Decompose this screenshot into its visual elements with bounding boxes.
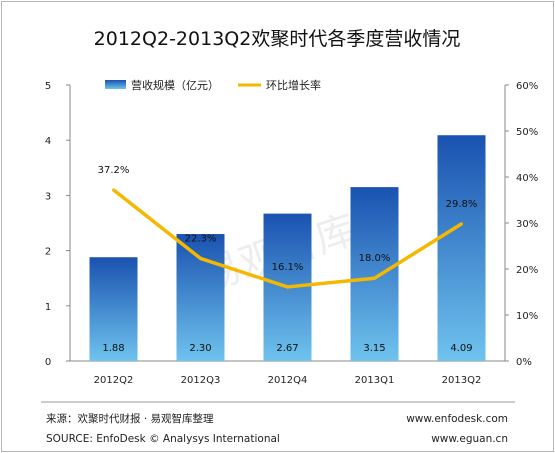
y2-tick-label: 30%	[516, 219, 538, 230]
bar-value-label: 2.67	[276, 343, 298, 354]
source-cn: 来源：欢聚时代财报 · 易观智库整理	[46, 412, 214, 425]
bar-value-label: 2.30	[189, 343, 211, 354]
chart-title: 2012Q2-2013Q2欢聚时代各季度营收情况	[94, 28, 461, 50]
growth-point-2013Q2	[460, 222, 463, 226]
source-en: SOURCE: EnfoDesk © Analysys Internationa…	[46, 433, 280, 445]
bar-value-label: 1.88	[102, 343, 124, 354]
y2-tick-label: 10%	[516, 311, 538, 322]
growth-value-label: 18.0%	[359, 253, 391, 264]
x-tick-label: 2013Q1	[355, 375, 395, 386]
growth-point-2013Q1	[373, 276, 376, 280]
bar-2013Q2	[437, 135, 486, 361]
y2-tick-label: 50%	[516, 127, 538, 138]
legend-swatch-revenue	[105, 80, 126, 89]
bar-2013Q1	[350, 187, 399, 361]
x-tick-label: 2012Q2	[94, 375, 134, 386]
url-enfodesk: www.enfodesk.com	[406, 413, 508, 425]
y-tick-label: 4	[45, 136, 51, 147]
x-tick-label: 2013Q2	[442, 375, 482, 386]
y2-tick-label: 0%	[516, 357, 532, 368]
y-tick-label: 0	[45, 357, 51, 368]
y-tick-label: 1	[45, 302, 51, 313]
legend-label-revenue: 营收规模（亿元）	[131, 78, 219, 92]
y2-tick-label: 60%	[516, 81, 538, 92]
growth-value-label: 22.3%	[185, 233, 217, 244]
bar-2012Q2	[89, 257, 138, 361]
url-eguan: www.eguan.cn	[431, 433, 508, 445]
legend-label-growth: 环比增长率	[266, 78, 321, 92]
growth-point-2012Q3	[199, 256, 202, 260]
bar-value-label: 4.09	[450, 343, 472, 354]
y2-tick-label: 20%	[516, 265, 538, 276]
growth-point-2012Q2	[112, 188, 115, 192]
x-tick-label: 2012Q4	[268, 375, 308, 386]
growth-value-label: 16.1%	[272, 262, 304, 273]
growth-value-label: 29.8%	[446, 199, 478, 210]
growth-point-2012Q4	[286, 285, 289, 289]
legend: 营收规模（亿元） 环比增长率	[105, 78, 321, 92]
y2-tick-label: 40%	[516, 173, 538, 184]
x-tick-label: 2012Q3	[181, 375, 221, 386]
y-tick-label: 2	[45, 247, 51, 258]
growth-value-label: 37.2%	[98, 165, 130, 176]
y-tick-label: 5	[45, 81, 51, 92]
bar-2012Q3	[176, 234, 225, 361]
bar-value-label: 3.15	[363, 343, 385, 354]
y-tick-label: 3	[45, 191, 51, 202]
